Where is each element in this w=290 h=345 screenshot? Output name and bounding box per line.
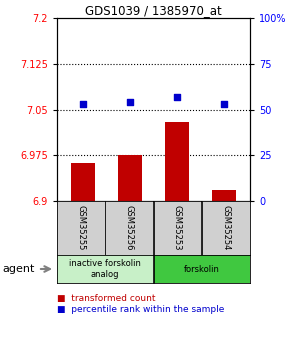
- Text: GSM35256: GSM35256: [125, 205, 134, 251]
- Title: GDS1039 / 1385970_at: GDS1039 / 1385970_at: [85, 4, 222, 17]
- Text: GSM35254: GSM35254: [221, 205, 230, 251]
- Bar: [165, 122, 189, 201]
- Bar: [212, 190, 236, 201]
- Bar: [71, 163, 95, 201]
- Text: GSM35253: GSM35253: [173, 205, 182, 251]
- Text: ■  percentile rank within the sample: ■ percentile rank within the sample: [57, 306, 224, 315]
- Text: inactive forskolin
analog: inactive forskolin analog: [69, 259, 141, 279]
- Point: [128, 99, 132, 105]
- Text: agent: agent: [2, 264, 35, 274]
- Point: [222, 101, 226, 107]
- Text: GSM35255: GSM35255: [76, 205, 85, 251]
- Bar: [118, 155, 142, 201]
- Point: [81, 101, 85, 107]
- Text: forskolin: forskolin: [184, 265, 220, 274]
- Point: [175, 94, 179, 99]
- Text: ■  transformed count: ■ transformed count: [57, 294, 155, 303]
